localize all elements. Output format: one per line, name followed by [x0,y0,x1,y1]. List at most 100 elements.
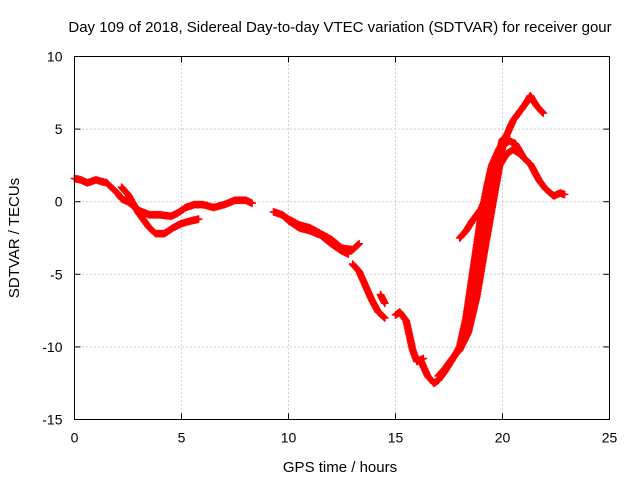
data-point [184,206,187,209]
axis-ticks: 0 5 10 15 20 25 -15 -10 -5 0 5 10 [42,49,617,446]
data-point [471,294,474,298]
data-point [351,248,354,251]
data-point [518,110,521,113]
data-point [357,270,361,273]
x-tick-label: 25 [602,430,618,446]
data-point [308,229,312,232]
data-point [520,154,523,157]
data-point [383,316,386,320]
data-point [563,193,566,196]
data-point [507,139,511,142]
data-point [394,313,397,317]
data-point [120,185,123,189]
data-point [212,206,215,209]
data-point [250,201,254,205]
data-point [486,193,489,196]
data-point [512,119,515,122]
data-point [484,222,487,225]
data-point [443,367,446,370]
data-point [426,374,429,378]
y-tick-label: 5 [55,121,63,137]
data-point [464,323,468,327]
data-point [411,348,414,352]
data-point [94,178,98,182]
data-point [86,181,89,185]
data-point [458,348,461,352]
data-point [79,178,83,182]
series-track-2 [117,183,203,238]
data-point [437,379,440,382]
data-point [357,242,361,246]
data-point [452,355,455,359]
data-point [298,226,301,230]
data-point [201,203,205,206]
data-point [193,203,196,206]
x-tick-label: 0 [71,430,79,446]
data-point [505,152,508,155]
data-point [244,199,247,202]
data-point [522,156,526,160]
data-point [340,249,344,253]
data-point [319,233,322,237]
data-point [512,148,515,151]
data-point [148,226,151,230]
data-point [233,199,237,202]
data-point [370,299,374,302]
data-point [514,142,517,145]
data-point [154,232,158,235]
data-point [419,360,423,363]
series-track-8 [391,308,428,366]
data-point [432,382,436,385]
x-tick-label: 5 [178,430,186,446]
grid-lines [74,56,610,420]
data-point [437,374,440,378]
data-point [197,217,200,221]
data-point [505,135,508,138]
data-point [223,203,226,206]
data-point [287,219,290,222]
series-track-6 [348,260,389,322]
data-point [383,302,386,305]
data-point [464,229,468,232]
x-tick-label: 15 [388,430,404,446]
data-point [351,262,354,266]
data-point [280,213,284,216]
y-tick-label: -5 [50,266,63,282]
data-point [479,215,483,218]
data-point [497,156,500,160]
data-point [379,293,382,296]
x-tick-label: 20 [495,430,511,446]
data-point [105,181,108,185]
data-point [559,191,562,195]
data-point [120,197,123,200]
data-point [529,94,532,97]
data-point [272,210,275,214]
data-point [541,111,545,115]
data-point [479,207,483,211]
y-tick-label: -10 [42,339,62,355]
data-point [535,104,538,108]
x-tick-label: 10 [281,430,297,446]
x-axis-label: GPS time / hours [283,459,397,476]
data-point [126,193,130,196]
y-tick-label: 10 [47,49,63,65]
data-point [180,222,183,225]
series-track-7 [376,290,389,308]
data-point [347,252,350,256]
y-tick-label: 0 [55,194,63,210]
data-point [422,357,425,360]
plot-frame [74,56,610,420]
chart-title: Day 109 of 2018, Sidereal Day-to-day VTE… [68,19,611,36]
series-track-3 [173,196,257,218]
data-point [405,319,408,322]
data-point [471,219,474,222]
data-point [501,138,504,141]
data-series [70,91,569,388]
data-point [148,213,151,216]
data-point [458,236,461,240]
data-point [467,331,470,334]
series-track-5 [278,210,353,258]
series-track-12 [455,145,526,242]
data-point [537,178,541,182]
